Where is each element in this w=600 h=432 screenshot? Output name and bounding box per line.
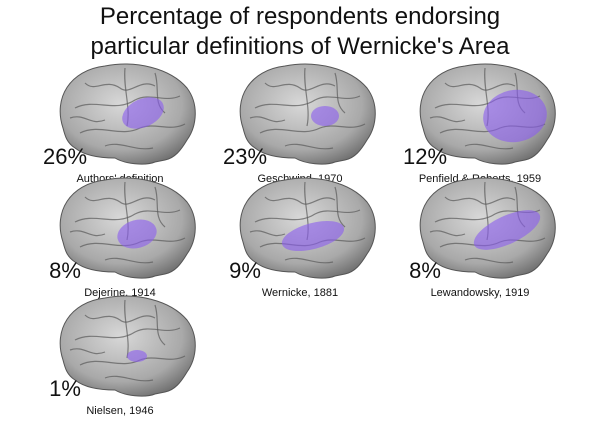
percent: 8%	[409, 258, 441, 283]
sulcus	[334, 186, 346, 228]
sulcus	[104, 257, 154, 264]
sulcus	[74, 209, 181, 223]
sulcus	[304, 67, 309, 127]
title-line: particular definitions of Wernicke's Are…	[90, 33, 510, 60]
panel-label: Dejerine, 1914	[84, 287, 156, 299]
sulcus	[249, 116, 286, 123]
sulcus	[104, 143, 154, 150]
sulcus	[444, 196, 516, 205]
sulcus	[464, 143, 514, 150]
sulcus	[254, 209, 361, 223]
sulcus	[84, 314, 156, 323]
sulcus	[69, 116, 106, 123]
sulcus	[124, 299, 129, 359]
sulcus	[284, 257, 334, 264]
brain-panel	[59, 177, 196, 279]
panel-label: Nielsen, 1946	[86, 405, 153, 417]
percent: 12%	[403, 144, 447, 169]
sulcus	[69, 230, 106, 237]
percent: 8%	[49, 258, 81, 283]
sulcus	[154, 186, 166, 228]
percent: 1%	[49, 376, 81, 401]
brain-panel	[239, 63, 376, 165]
sulcus	[464, 257, 514, 264]
highlight-region	[473, 210, 541, 250]
sulcus	[84, 82, 156, 91]
sulcus	[69, 348, 106, 355]
highlight-region	[483, 89, 547, 143]
panel-label: Wernicke, 1881	[262, 287, 338, 299]
sulcus	[264, 82, 336, 91]
percent: 9%	[229, 258, 261, 283]
brain-panel	[59, 63, 196, 165]
highlight-region	[117, 219, 157, 249]
sulcus	[249, 230, 286, 237]
sulcus	[254, 95, 361, 109]
brain-panel	[239, 177, 376, 279]
highlight-region	[127, 350, 147, 362]
highlight-region	[122, 97, 164, 129]
sulcus	[264, 196, 336, 205]
percent: 26%	[43, 144, 87, 169]
highlight-region	[311, 106, 339, 126]
sulcus	[334, 72, 346, 114]
brain-panel	[59, 295, 196, 397]
sulcus	[429, 230, 466, 237]
sulcus	[74, 327, 181, 341]
sulcus	[444, 82, 516, 91]
panel-label: Lewandowsky, 1919	[431, 287, 530, 299]
sulcus	[429, 116, 466, 123]
title-line: Percentage of respondents endorsing	[100, 3, 500, 30]
percent: 23%	[223, 144, 267, 169]
brain-panel	[419, 177, 556, 279]
sulcus	[259, 123, 366, 134]
sulcus	[284, 143, 334, 150]
sulcus	[154, 304, 166, 346]
brain-panel	[419, 63, 556, 165]
highlight-region	[281, 220, 345, 252]
sulcus	[84, 196, 156, 205]
sulcus	[104, 375, 154, 382]
sulcus	[74, 95, 181, 109]
